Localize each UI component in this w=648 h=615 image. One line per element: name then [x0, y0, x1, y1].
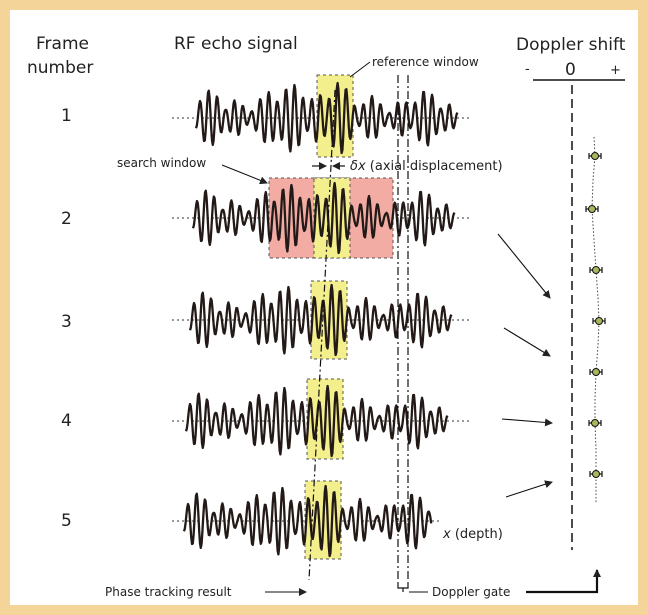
rf-waveform-frame-2 [191, 181, 456, 255]
search-window-label: search window [117, 156, 206, 170]
doppler-scale-minus: - [525, 62, 530, 77]
doppler-estimate-marker [589, 470, 603, 478]
doppler-estimate-marker [592, 317, 606, 325]
frame5-to-doppler-arrow [505, 480, 553, 498]
doppler-estimate-marker [588, 152, 602, 160]
frame4-to-doppler-arrow [501, 418, 553, 427]
axial-displacement-label: δx (axial displacement) [350, 159, 503, 174]
doppler-estimate-marker [588, 419, 602, 427]
rf-waveform-frame-3 [188, 283, 453, 357]
frame-number-1: 1 [61, 106, 72, 126]
frame2-to-doppler-arrow [497, 233, 551, 299]
doppler-scale-plus: + [610, 63, 621, 78]
frame-number-3: 3 [61, 312, 72, 332]
search-window-leader [221, 164, 268, 185]
rf-waveform-frame-4 [184, 384, 449, 458]
doppler-estimate-marker [589, 266, 603, 274]
doppler-gate-bracket [397, 583, 409, 592]
rf-waveform-frame-1 [194, 81, 459, 155]
reference-window-leader [349, 61, 371, 78]
frame-header-line2: number [27, 58, 93, 78]
doppler-estimates [585, 152, 606, 478]
phase-tracking-result-label: Phase tracking result [105, 585, 232, 599]
doppler-gate-label: Doppler gate [432, 585, 510, 599]
frame-header-line1: Frame [36, 34, 89, 54]
frame-number-4: 4 [61, 411, 72, 431]
doppler-estimate-curve [591, 136, 600, 502]
doppler-estimate-marker [589, 368, 603, 376]
phase-tracking-line [308, 89, 336, 581]
rf-signal-header: RF echo signal [174, 34, 298, 54]
reference-window-label: reference window [372, 55, 479, 69]
depth-axis-label: x (depth) [442, 527, 503, 542]
frame-number-2: 2 [61, 209, 72, 229]
frame-number-5: 5 [61, 511, 72, 531]
frame3-to-doppler-arrow [503, 327, 551, 357]
doppler-gate-output-arrow [526, 569, 601, 594]
doppler-scale-zero: 0 [565, 60, 576, 80]
rf-waveform-frame-5 [182, 484, 433, 558]
doppler-estimate-marker [585, 205, 599, 213]
doppler-shift-header: Doppler shift [516, 35, 626, 55]
